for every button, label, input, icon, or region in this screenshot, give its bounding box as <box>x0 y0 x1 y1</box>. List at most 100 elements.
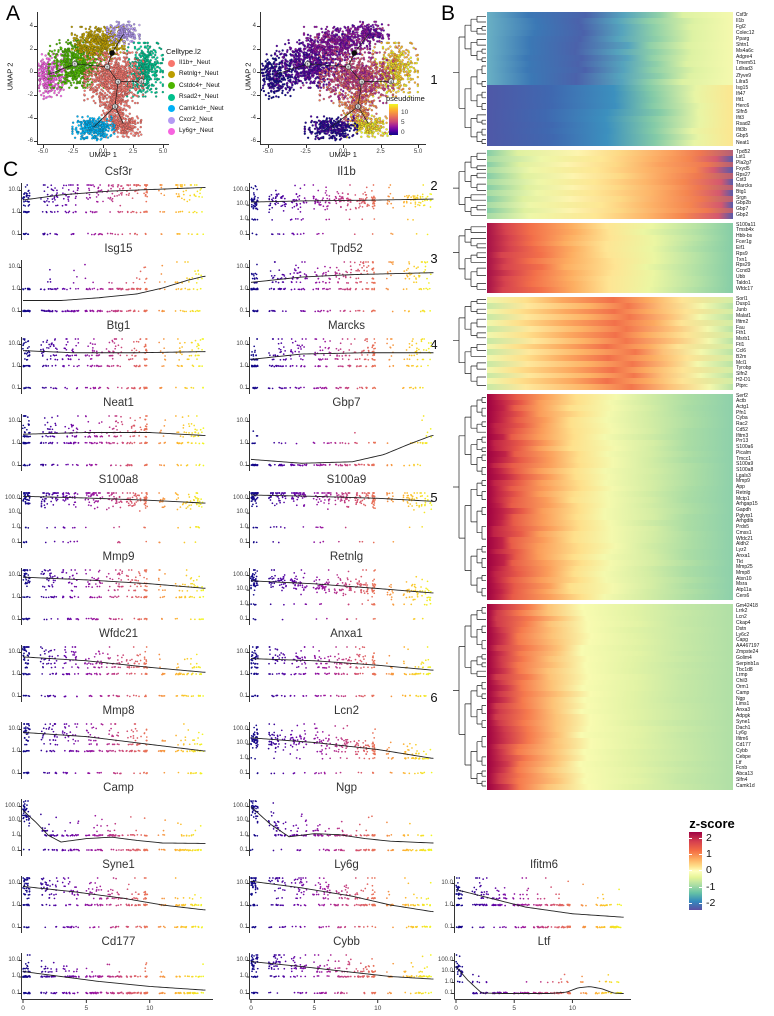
expression-plot-title-Mmp8: Mmp8 <box>102 705 135 717</box>
y-tick-label-Isg15: 1.0 <box>11 285 20 292</box>
expression-plot-title-Ltf: Ltf <box>537 936 551 948</box>
heatmap-row-Pparg <box>487 36 733 43</box>
heatmap-row-Colec12 <box>487 30 733 37</box>
heatmap-gene-label: Retnlg <box>736 489 751 496</box>
y-tick-label-Ly6g: 0.1 <box>239 923 248 930</box>
y-tick-label-Ly6g: 10.0 <box>236 879 248 886</box>
heatmap-row-Zfyve9 <box>487 72 733 80</box>
heatmap-gene-label: App <box>736 484 745 491</box>
heatmap-gene-label: Pfn1 <box>736 409 747 416</box>
y-tick-label-Camp: 100.0 <box>4 802 20 809</box>
heatmap-gene-label: Lrrk2 <box>736 608 748 615</box>
heatmap-row-Lims1 <box>487 702 733 709</box>
heatmap-row-Aldh2 <box>487 542 733 549</box>
heatmap-gene-label: Cst3 <box>736 177 747 184</box>
y-tick-label-Camp: 1.0 <box>11 831 20 838</box>
heatmap-gene-label: Lyz2 <box>736 547 747 554</box>
umap-pseudotime-y-tick <box>257 118 260 119</box>
heatmap-row-Dusp1 <box>487 302 733 309</box>
heatmap-gene-label: Lcn2 <box>736 614 747 621</box>
legend-label-Retnlg+_Neut: Retnlg+_Neut <box>179 70 219 78</box>
heatmap-row-Hbb-bs <box>487 234 733 241</box>
heatmap-gene-label: Cybb <box>736 747 748 754</box>
y-tick-label-Wfdc21: 0.1 <box>11 692 20 699</box>
heatmap-gene-label: Pla2g7 <box>736 160 752 167</box>
y-tick-label-Mmp9: 0.1 <box>11 615 20 622</box>
heatmap-gene-label: Picalm <box>736 449 752 456</box>
heatmap-gene-label: Pglyrp1 <box>736 512 753 519</box>
heatmap-row-Tmsb4x <box>487 228 733 235</box>
y-tick-label-Ngp: 100.0 <box>232 802 248 809</box>
heatmap-row-Malat1 <box>487 314 733 321</box>
heatmap-gene-label: Rps27 <box>736 171 751 178</box>
y-tick-label-Ngp: 0.1 <box>239 846 248 853</box>
heatmap-row-Atxn10 <box>487 577 733 583</box>
zscore-tick-mark-r <box>699 870 702 872</box>
heatmap-row-Mcl1 <box>487 360 733 367</box>
heatmap-gene-label: Tyrobp <box>736 365 752 372</box>
heatmap-gene-label: Lilra5 <box>736 78 749 85</box>
heatmap-row-Rps29 <box>487 263 733 270</box>
heatmap-row-Wfdc17 <box>487 287 733 294</box>
heatmap-row-Slfn4 <box>487 778 733 785</box>
expression-plot-canvas-Gbp7 <box>245 414 443 471</box>
heatmap-gene-label: Abca13 <box>736 771 753 778</box>
expression-plot-canvas-Wfdc21 <box>17 645 215 702</box>
zscore-tick-mark-r <box>699 854 702 856</box>
heatmap-row-Csf3r <box>487 12 733 19</box>
heatmap-row-Ly6g <box>487 731 733 738</box>
y-tick-label-Ltf: 1.0 <box>444 978 453 985</box>
zscore-tick-mark-l <box>689 886 692 888</box>
zscore-legend-title: z-score <box>689 816 735 831</box>
expression-plot-canvas-Mmp9 <box>17 568 215 625</box>
expression-plot-canvas-Neat1 <box>17 414 215 471</box>
heatmap-row-Anxa3 <box>487 708 733 715</box>
heatmap-gene-label: Mcl1 <box>736 359 747 366</box>
umap1-xaxis-label-right: UMAP 1 <box>329 150 357 159</box>
heatmap-row-Ptprc <box>487 384 733 391</box>
y-tick-label-Btg1: 0.1 <box>11 384 20 391</box>
y-tick-label-Camp: 10.0 <box>8 817 20 824</box>
heatmap-row-Camp <box>487 691 733 698</box>
heatmap-gene-label: Eif1 <box>736 244 745 251</box>
heatmap-row-Lrrk2 <box>487 609 733 616</box>
heatmap-gene-label: Tmem51 <box>736 60 756 67</box>
legend-swatch-Retnlg+_Neut <box>168 70 175 78</box>
heatmap-row-Msra <box>487 582 733 589</box>
heatmap-gene-label: Neat1 <box>736 139 750 146</box>
zscore-tick-label: -2 <box>706 896 716 909</box>
x-tick-label-Cybb: 10 <box>374 1005 382 1012</box>
umap2-yaxis-label-right: UMAP 2 <box>243 62 253 91</box>
heatmap-gene-label: Mctp1 <box>736 495 750 502</box>
heatmap-row-Serf2 <box>487 394 733 400</box>
heatmap-row-Ubb <box>487 275 733 282</box>
heatmap-gene-label: Arhgdib <box>736 518 754 525</box>
heatmap-gene-label: Junb <box>736 307 747 314</box>
heatmap-gene-label: Golim4 <box>736 654 752 661</box>
heatmap-row-Fau <box>487 326 733 333</box>
heatmap-gene-label: Actg1 <box>736 404 749 411</box>
heatmap-row-Dach1 <box>487 726 733 733</box>
zscore-colorbar <box>689 832 702 910</box>
heatmap-gene-label: Ldlrad3 <box>736 66 753 73</box>
y-tick-label-Gbp7: 0.1 <box>239 461 248 468</box>
heatmap-row-S100a8 <box>487 468 733 475</box>
heatmap-row-S100a9 <box>487 462 733 469</box>
heatmap-gene-label: Anxa1 <box>736 552 751 559</box>
heatmap-row-Anxa1 <box>487 554 733 561</box>
heatmap-row-Lst1 <box>487 155 733 162</box>
heatmap-gene-label: Fgl2 <box>736 23 746 30</box>
heatmap-gene-label: Gm42418 <box>736 602 758 609</box>
heatmap-gene-label: Mmp25 <box>736 564 753 571</box>
heatmap-gene-label: Pparg <box>736 35 750 42</box>
umap-pseudotime-x-tick <box>268 145 269 148</box>
heatmap-gene-label: Ftl1 <box>736 342 745 349</box>
heatmap-row-Tbc1d8 <box>487 667 733 674</box>
heatmap-row-Actb <box>487 399 733 406</box>
heatmap-gene-label: Adgre4 <box>736 54 753 61</box>
zscore-tick-mark-r <box>699 902 702 904</box>
heatmap-gene-label: Zmpste24 <box>736 649 759 656</box>
heatmap-row-Arhgdib <box>487 519 733 526</box>
pseudotime-colorbar-tick-label: 5 <box>401 119 405 127</box>
expression-plot-canvas-Il1b <box>245 183 443 240</box>
